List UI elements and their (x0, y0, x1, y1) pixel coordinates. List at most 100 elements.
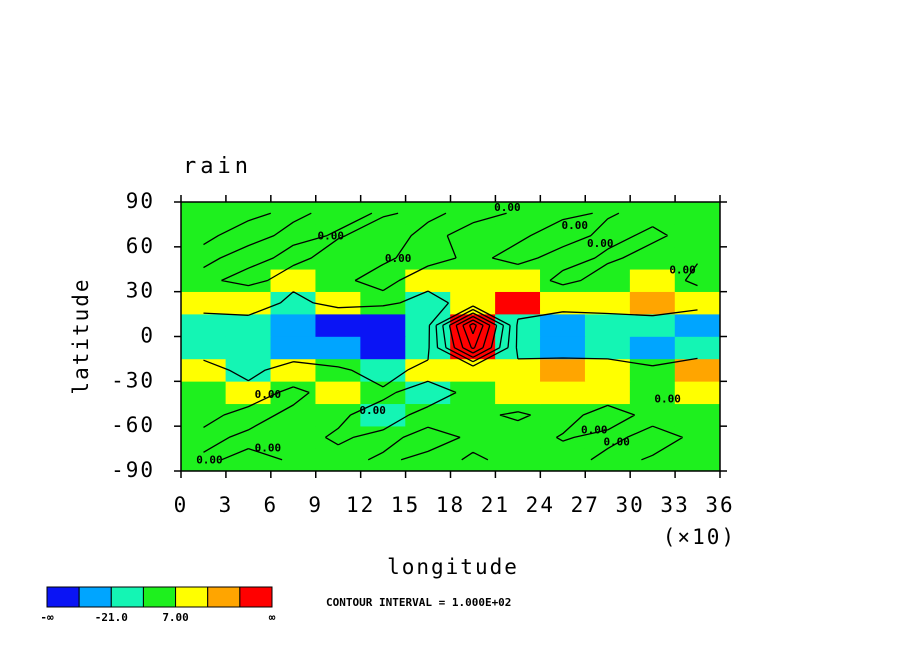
cell (450, 381, 496, 405)
cell (540, 224, 586, 248)
cell (181, 202, 227, 225)
colorbar-label: -21.0 (95, 611, 128, 624)
cell (584, 336, 631, 360)
y-tick-label: -30 (111, 368, 155, 392)
cell (315, 403, 361, 427)
cell (584, 313, 631, 337)
contour-label: 0.00 (359, 404, 386, 417)
colorbar-label: 7.00 (162, 611, 189, 624)
cell (225, 403, 272, 427)
x-tick-label: 18 (436, 493, 465, 517)
cell (674, 358, 720, 382)
cell (270, 358, 317, 382)
x-tick-label: 3 (219, 493, 234, 517)
cell (181, 425, 227, 449)
cell (315, 358, 361, 382)
cell (540, 202, 586, 225)
contour-label: 0.00 (494, 201, 521, 214)
cell (405, 313, 451, 337)
contour-label: 0.00 (669, 264, 696, 277)
cell (495, 358, 541, 382)
cell (450, 202, 496, 225)
cell (405, 224, 451, 248)
cell (540, 268, 586, 292)
y-tick-label: 90 (126, 189, 155, 213)
cell (629, 358, 676, 382)
colorbar-swatch (142, 586, 177, 608)
cell (629, 403, 676, 427)
cell (450, 425, 496, 449)
cell (540, 358, 586, 382)
cell (181, 224, 227, 248)
cell (674, 291, 720, 315)
cell (540, 291, 586, 315)
colorbar-swatch (207, 586, 241, 608)
cell (270, 268, 317, 292)
y-tick-label: 60 (126, 234, 155, 258)
contour-line (448, 312, 498, 358)
cell (405, 381, 451, 405)
cell (629, 313, 676, 337)
cell (405, 448, 451, 471)
cell (405, 202, 451, 225)
cell (360, 202, 406, 225)
contour-interval: CONTOUR INTERVAL = 1.000E+02 (326, 596, 511, 609)
cell (405, 291, 451, 315)
contour-label: 0.00 (562, 219, 589, 232)
cell (540, 313, 586, 337)
cell (629, 381, 676, 405)
x-tick-label: 36 (705, 493, 734, 517)
cell (225, 336, 272, 360)
cell (315, 313, 361, 337)
cell (450, 224, 496, 248)
cell (629, 224, 676, 248)
contour-line (435, 305, 511, 367)
y-tick-label: -90 (111, 458, 155, 482)
contour-label: 0.00 (196, 454, 223, 467)
cell (315, 268, 361, 292)
x-tick-label: 0 (174, 493, 189, 517)
cell (495, 448, 541, 471)
x-tick-label: 21 (481, 493, 510, 517)
cell (225, 268, 272, 292)
cell (315, 291, 361, 315)
cell (405, 246, 451, 270)
cell (629, 336, 676, 360)
cell (495, 268, 541, 292)
cell (674, 202, 720, 225)
cell (495, 381, 541, 405)
contour-line (442, 308, 505, 363)
cell (270, 425, 317, 449)
cell (405, 336, 451, 360)
x-tick-label: 27 (571, 493, 600, 517)
cell (495, 224, 541, 248)
cell (629, 202, 676, 225)
cell (584, 425, 631, 449)
cell (360, 336, 406, 360)
x-tick-label: 6 (264, 493, 279, 517)
cell (540, 403, 586, 427)
cell (674, 336, 720, 360)
colorbar-swatch (110, 586, 144, 608)
cell (360, 403, 406, 427)
cell (540, 448, 586, 471)
cell (181, 291, 227, 315)
cell (405, 403, 451, 427)
y-axis-label: latitude (69, 277, 93, 394)
contour-label: 0.00 (654, 392, 681, 405)
cell (450, 291, 496, 315)
colorbar-label: -∞ (40, 611, 54, 624)
contour-label: 0.00 (587, 237, 614, 250)
cell (495, 313, 541, 337)
cell (450, 448, 496, 471)
cell (584, 202, 631, 225)
field (181, 202, 720, 471)
x-tick-label: 30 (616, 493, 645, 517)
contours (203, 212, 699, 461)
cell (360, 224, 406, 248)
cell (405, 268, 451, 292)
cell (315, 202, 361, 225)
contour-line (468, 322, 477, 335)
colorbar-swatch (46, 586, 80, 608)
